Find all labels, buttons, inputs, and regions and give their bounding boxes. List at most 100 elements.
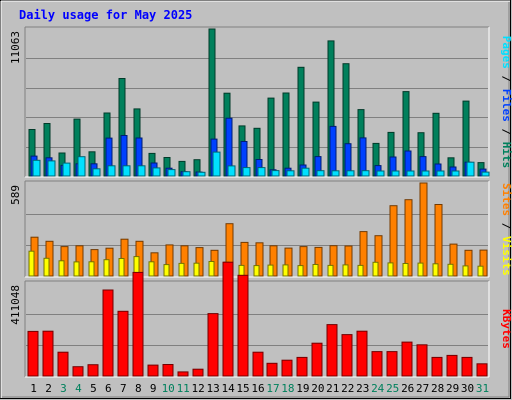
bar-kbytes-day-25 [386, 351, 398, 377]
bar-visits-day-18 [282, 264, 289, 277]
bar-pages-day-6 [107, 165, 116, 177]
x-label-day-18: 18 [281, 382, 294, 395]
bar-pages-day-9 [152, 167, 161, 177]
bar-hits-day-18 [282, 92, 290, 177]
bar-visits-day-17 [267, 264, 274, 277]
bar-kbytes-day-10 [162, 364, 174, 377]
x-label-day-23: 23 [356, 382, 369, 395]
bar-visits-day-7 [118, 258, 125, 277]
bar-pages-day-18 [286, 170, 295, 177]
bar-visits-day-22 [342, 264, 349, 277]
x-label-day-16: 16 [251, 382, 264, 395]
x-label-day-8: 8 [135, 382, 142, 395]
x-label-day-31: 31 [476, 382, 489, 395]
bar-visits-day-16 [253, 265, 260, 277]
bar-sites-day-27 [419, 182, 428, 277]
x-label-day-3: 3 [60, 382, 67, 395]
bar-kbytes-day-27 [416, 344, 428, 377]
legend-hits: Hits [500, 142, 512, 169]
bar-pages-day-5 [92, 168, 101, 177]
x-label-day-24: 24 [371, 382, 385, 395]
bar-pages-day-27 [421, 170, 430, 177]
bar-pages-day-24 [376, 170, 385, 177]
bar-kbytes-day-5 [87, 364, 99, 377]
x-label-day-9: 9 [150, 382, 157, 395]
bar-kbytes-day-18 [281, 359, 293, 377]
bar-pages-day-8 [137, 165, 146, 177]
bar-kbytes-day-20 [311, 342, 323, 377]
bar-kbytes-day-11 [177, 371, 189, 377]
bar-kbytes-day-29 [446, 354, 458, 377]
x-label-day-21: 21 [326, 382, 339, 395]
bar-visits-day-12 [193, 262, 200, 277]
bar-kbytes-day-13 [207, 313, 219, 377]
chart-panels [24, 26, 490, 378]
bar-visits-day-20 [312, 264, 319, 277]
x-label-day-22: 22 [341, 382, 354, 395]
bar-pages-day-14 [227, 165, 236, 177]
panel-middle [24, 180, 490, 278]
x-label-day-15: 15 [236, 382, 249, 395]
bar-kbytes-day-26 [401, 341, 413, 377]
bar-kbytes-day-2 [42, 330, 54, 377]
x-label-day-27: 27 [416, 382, 429, 395]
x-label-day-1: 1 [30, 382, 37, 395]
legend-separator: / [500, 69, 512, 89]
legend-top: Pages / Files / Hits [500, 36, 512, 169]
bar-pages-day-15 [242, 167, 251, 177]
bar-pages-day-1 [32, 159, 41, 177]
bar-pages-day-25 [391, 170, 400, 177]
bar-pages-day-31 [481, 171, 490, 177]
x-label-day-26: 26 [401, 382, 414, 395]
bar-pages-day-19 [301, 167, 310, 177]
legend-sites: Sites [500, 183, 512, 216]
panel-bottom [24, 261, 490, 378]
bar-kbytes-day-30 [461, 356, 473, 377]
x-label-day-5: 5 [90, 382, 97, 395]
bar-pages-day-20 [316, 170, 325, 177]
legend-bottom: KBytes [500, 309, 512, 349]
bar-pages-day-21 [331, 170, 340, 177]
bar-visits-day-9 [148, 261, 155, 277]
bar-pages-day-22 [346, 170, 355, 177]
y-max-label-bottom: 411048 [9, 285, 22, 325]
bar-visits-day-6 [103, 259, 110, 277]
bar-visits-day-29 [447, 263, 454, 277]
legend-kbytes: KBytes [500, 309, 512, 349]
y-axis-max-labels: 11063 589 411048 [9, 31, 22, 325]
x-label-day-28: 28 [431, 382, 444, 395]
bar-visits-day-5 [88, 261, 95, 277]
bar-pages-day-26 [406, 170, 415, 177]
legend-middle: Sites / Visits [500, 183, 512, 276]
bar-kbytes-day-22 [341, 334, 353, 377]
x-label-day-12: 12 [191, 382, 204, 395]
bar-visits-day-19 [297, 265, 304, 277]
bar-kbytes-day-3 [57, 351, 69, 377]
bar-visits-day-27 [417, 262, 424, 277]
x-label-day-14: 14 [221, 382, 235, 395]
y-max-label-top: 11063 [9, 31, 22, 64]
x-label-day-11: 11 [177, 382, 190, 395]
x-label-day-29: 29 [446, 382, 459, 395]
bar-kbytes-day-8 [132, 271, 144, 377]
bar-pages-day-4 [77, 156, 86, 177]
bar-kbytes-day-6 [102, 289, 114, 377]
bar-pages-day-2 [47, 160, 56, 177]
bar-visits-day-24 [372, 261, 379, 277]
bar-pages-day-13 [212, 151, 221, 177]
bar-hits-day-19 [297, 66, 305, 177]
x-label-day-13: 13 [206, 382, 219, 395]
bar-kbytes-day-19 [296, 356, 308, 377]
x-label-day-19: 19 [296, 382, 309, 395]
x-label-day-30: 30 [461, 382, 474, 395]
bar-pages-day-7 [122, 165, 131, 177]
x-label-day-2: 2 [45, 382, 52, 395]
bar-visits-day-30 [462, 265, 469, 277]
legend-separator: / [500, 122, 512, 142]
bar-kbytes-day-24 [371, 351, 383, 377]
bar-visits-day-10 [163, 264, 170, 277]
chart-legends: Pages / Files / Hits Sites / Visits KBytes [500, 36, 512, 349]
bar-pages-day-29 [451, 170, 460, 177]
bar-kbytes-day-23 [356, 330, 368, 377]
bar-visits-day-23 [357, 264, 364, 277]
